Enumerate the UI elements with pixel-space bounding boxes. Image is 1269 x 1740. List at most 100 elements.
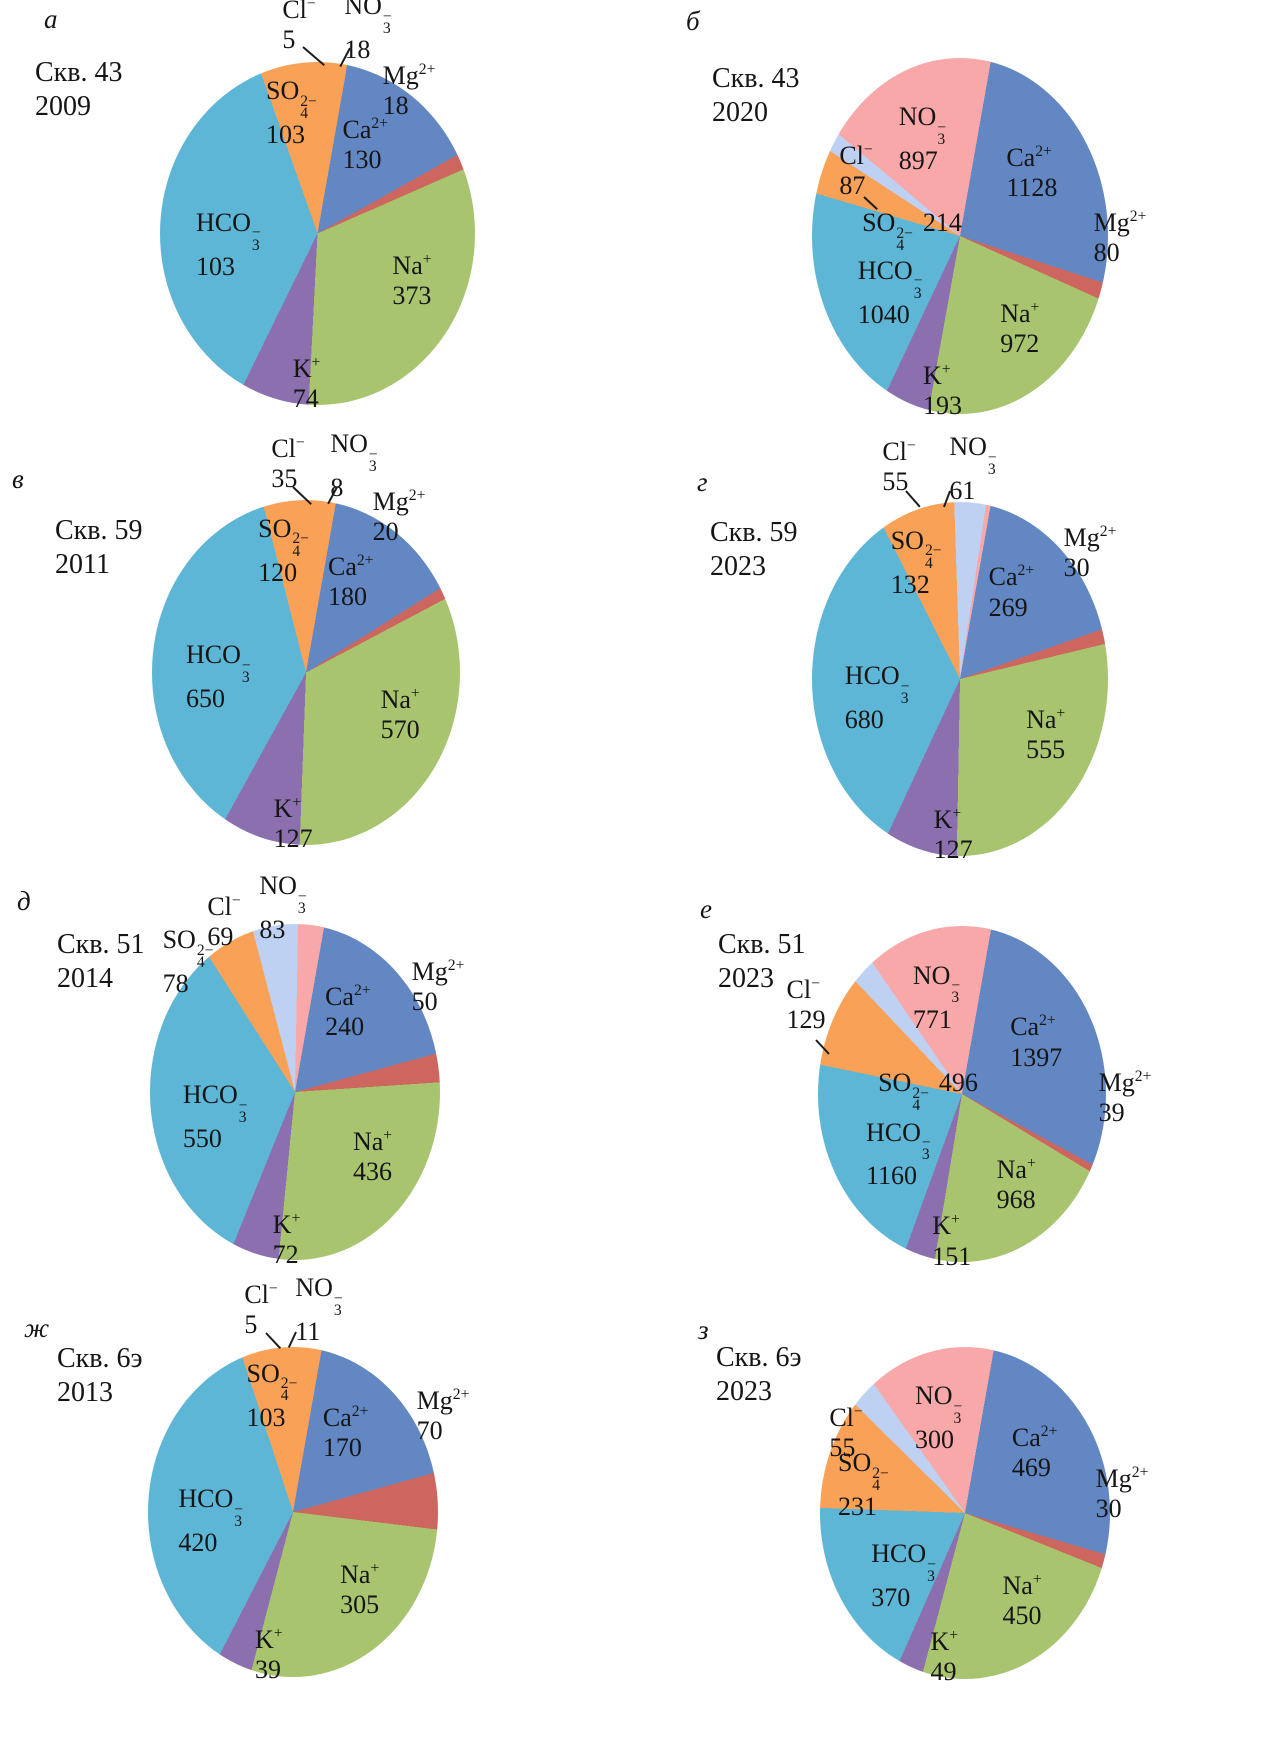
slice-value-k: 127 [273, 823, 313, 853]
ion-base: K [272, 1209, 292, 1239]
slice-value-so4: 103 [265, 120, 305, 150]
panel-letter: з [698, 1315, 709, 1345]
slice-label-na: Na+ 968 [997, 1155, 1036, 1215]
ion-base: Mg [372, 486, 409, 516]
ion-subscript: 3 [234, 1512, 243, 1530]
slice-label-na: Na+ 450 [1003, 1571, 1042, 1631]
slice-value-k: 193 [922, 391, 962, 421]
ion-superscript: − [811, 975, 820, 993]
ion-formula: Mg2+ [1099, 1068, 1152, 1097]
slice-label-na: Na+ 436 [353, 1127, 392, 1187]
ion-subscript: 3 [987, 460, 996, 478]
ion-formula: Ca2+ [1012, 1423, 1057, 1452]
slice-label-na: Na+ 570 [381, 685, 420, 745]
ion-formula: Ca2+ [342, 115, 387, 144]
well-name: Скв. 59 [710, 517, 798, 548]
ion-subsup-stack: −3 [241, 657, 251, 686]
ion-formula: NO −3 [344, 0, 391, 36]
slice-label-cl: Cl− 5 [282, 0, 315, 55]
ion-subscript: 4 [196, 953, 205, 971]
ion-superscript: − [268, 1280, 278, 1298]
slice-label-ca: Ca2+ 1397 [1010, 1012, 1062, 1072]
ion-subsup-stack: −3 [333, 1290, 343, 1319]
ion-formula: HCO −3 [858, 256, 923, 301]
slice-label-ca: Ca2+ 1128 [1006, 143, 1057, 203]
ion-superscript: + [422, 250, 432, 268]
slice-value-mg: 39 [1098, 1098, 1125, 1127]
ion-subscript: 3 [333, 1301, 342, 1319]
ion-base: Cl [839, 140, 864, 170]
ion-base: SO [862, 208, 896, 238]
ion-superscript: 2− [196, 941, 214, 959]
ion-superscript: + [952, 804, 962, 822]
slice-value-no3: 83 [259, 914, 286, 944]
slice-value-so4: 120 [258, 557, 298, 587]
sampling-year: 2023 [718, 963, 774, 994]
well-name: Скв. 51 [57, 929, 145, 960]
ion-superscript: − [937, 118, 947, 136]
slice-value-so4: 78 [162, 968, 189, 998]
ion-base: Na [352, 1126, 384, 1156]
ion-subsup-stack: −3 [298, 888, 307, 916]
ion-subscript: 4 [280, 1387, 289, 1405]
slice-label-mg: Mg2+ 39 [1099, 1068, 1152, 1128]
ion-base: Mg [1093, 207, 1130, 237]
ion-superscript: 2+ [1017, 562, 1035, 580]
slice-value-hco3: 103 [195, 251, 235, 281]
well-name: Скв. 6э [716, 1342, 802, 1373]
panel-letter: ж [24, 1313, 50, 1343]
ion-superscript: − [306, 0, 316, 13]
slice-value-no3: 897 [898, 146, 938, 176]
slice-label-no3: NO −3 771 [913, 961, 960, 1035]
slice-label-na: Na+ 972 [1000, 299, 1039, 359]
slice-label-mg: Mg2+ 18 [383, 61, 436, 121]
ion-formula: Cl− [207, 892, 240, 921]
slice-value-so4: 231 [837, 1492, 877, 1522]
ion-formula: Ca2+ [1010, 1012, 1055, 1041]
slice-value-na: 436 [352, 1157, 392, 1186]
slice-label-hco3: HCO −3 1040 [858, 256, 923, 330]
ion-base: Na [1000, 298, 1031, 328]
slice-label-k: K+ 39 [255, 1624, 283, 1684]
slice-label-ca: Ca2+ 240 [325, 982, 370, 1042]
ion-subscript: 3 [368, 457, 377, 475]
slice-value-so4: 214 [922, 208, 962, 238]
ion-formula: Mg2+ [1064, 523, 1117, 552]
slice-value-so4: 103 [246, 1402, 286, 1432]
ion-formula: NO −3 [899, 102, 947, 147]
ion-superscript: 2− [280, 1375, 298, 1393]
well-year-label: Скв. 6э 2023 [716, 1341, 802, 1409]
ion-base: Mg [382, 60, 419, 90]
ion-formula: K+ [923, 361, 951, 390]
slice-label-k: K+ 127 [274, 793, 313, 853]
ion-base: SO [265, 76, 300, 106]
ion-base: Cl [282, 0, 307, 24]
slice-value-no3: 61 [949, 475, 976, 505]
ion-superscript: + [273, 1624, 283, 1642]
slice-value-hco3: 650 [185, 684, 225, 714]
ion-base: HCO [871, 1539, 927, 1569]
ion-base: Ca [322, 1403, 352, 1433]
ion-base: SO [246, 1358, 280, 1388]
slice-label-so4: SO 2− 4 78 [163, 925, 214, 999]
ion-formula: HCO −3 [183, 1080, 248, 1125]
ion-subsup-stack: −3 [383, 8, 392, 36]
panel-letter: в [12, 464, 24, 494]
ion-formula: SO 2− 4 [258, 514, 309, 559]
slice-label-cl: Cl− 129 [787, 975, 826, 1035]
ion-subscript: 3 [241, 668, 250, 686]
slice-label-k: K+ 74 [293, 354, 321, 414]
ion-base: Ca [325, 981, 354, 1011]
ion-subscript: 4 [912, 1096, 921, 1114]
ion-superscript: − [238, 1096, 248, 1114]
ion-formula: Ca2+ [328, 552, 373, 581]
ion-subsup-stack: 2− 4 [925, 543, 942, 571]
panel-letter: е [700, 894, 712, 924]
slice-label-so4: SO 2− 4 103 [266, 76, 317, 150]
ion-subsup-stack: −3 [913, 272, 923, 301]
pie-3 [152, 500, 460, 845]
ion-superscript: − [913, 272, 923, 290]
ion-superscript: 2+ [1040, 1423, 1058, 1441]
ion-formula: HCO −3 [178, 1484, 243, 1529]
slice-label-cl: Cl− 5 [244, 1280, 277, 1340]
